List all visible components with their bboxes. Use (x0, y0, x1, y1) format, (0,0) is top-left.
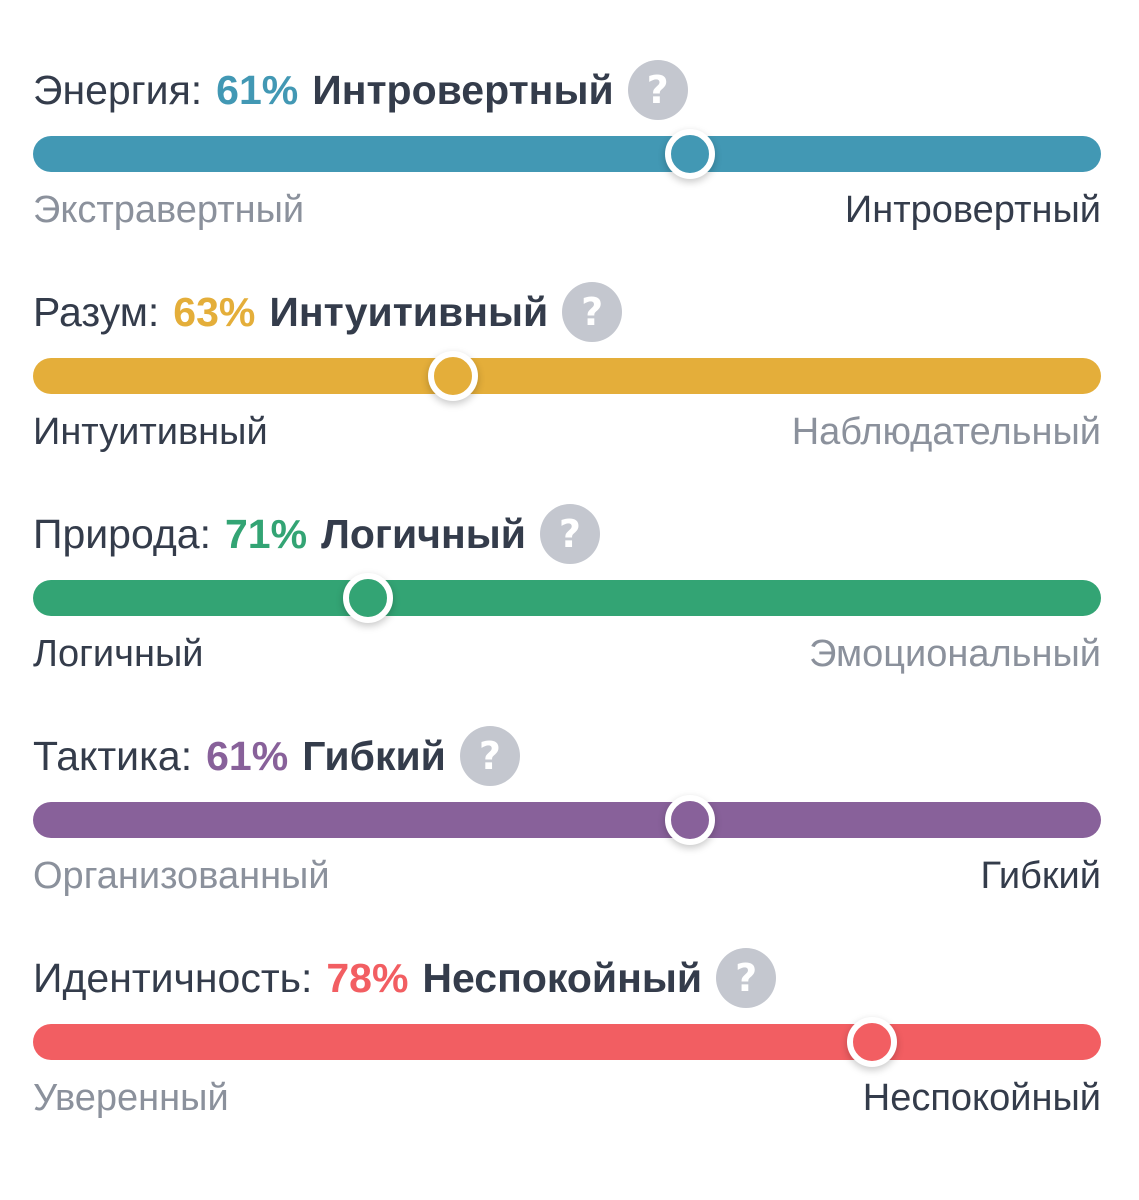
trait-name: Тактика: (33, 732, 193, 779)
trait-tactics: Тактика: 61% Гибкий ? Организованный Гиб… (33, 724, 1101, 946)
trait-bar (33, 795, 1101, 845)
right-pole-label: Наблюдательный (791, 411, 1101, 453)
trait-result: Интуитивный (269, 288, 549, 335)
trait-bar (33, 129, 1101, 179)
right-pole-label: Интровертный (844, 189, 1101, 231)
left-pole-label: Логичный (33, 633, 204, 675)
trait-bar (33, 573, 1101, 623)
trait-name: Природа: (33, 510, 211, 557)
trait-energy: Энергия: 61% Интровертный ? Экстравертны… (33, 58, 1101, 280)
trait-name: Разум: (33, 288, 160, 335)
question-mark-icon[interactable]: ? (627, 60, 688, 120)
trait-mind: Разум: 63% Интуитивный ? Интуитивный Наб… (33, 280, 1101, 502)
trait-percent: 63% (173, 288, 256, 335)
trait-percent: 71% (225, 510, 308, 557)
left-pole-label: Уверенный (33, 1077, 229, 1119)
trait-nature: Природа: 71% Логичный ? Логичный Эмоцион… (33, 502, 1101, 724)
trait-poles: Интуитивный Наблюдательный (33, 410, 1101, 454)
trait-percent: 61% (206, 732, 289, 779)
trait-header: Тактика: 61% Гибкий ? (33, 724, 1101, 788)
trait-poles: Организованный Гибкий (33, 854, 1101, 898)
left-pole-label: Экстравертный (33, 189, 305, 231)
right-pole-label: Неспокойный (862, 1077, 1101, 1119)
trait-bar (33, 351, 1101, 401)
left-pole-label: Организованный (33, 855, 330, 897)
trait-identity: Идентичность: 78% Неспокойный ? Уверенны… (33, 946, 1101, 1168)
trait-result: Интровертный (312, 66, 614, 113)
slider-handle[interactable] (343, 573, 394, 623)
personality-traits: Энергия: 61% Интровертный ? Экстравертны… (33, 58, 1101, 1168)
trait-header: Природа: 71% Логичный ? (33, 502, 1101, 566)
slider-handle[interactable] (664, 795, 715, 845)
trait-header: Энергия: 61% Интровертный ? (33, 58, 1101, 122)
question-mark-icon[interactable]: ? (716, 948, 777, 1008)
trait-percent: 61% (216, 66, 299, 113)
question-mark-icon[interactable]: ? (459, 726, 520, 786)
trait-percent: 78% (326, 954, 409, 1001)
question-mark-icon[interactable]: ? (562, 282, 623, 342)
right-pole-label: Гибкий (980, 855, 1101, 897)
trait-result: Логичный (321, 510, 526, 557)
right-pole-label: Эмоциональный (809, 633, 1101, 675)
left-pole-label: Интуитивный (33, 411, 268, 453)
trait-bar (33, 1017, 1101, 1067)
trait-poles: Уверенный Неспокойный (33, 1076, 1101, 1120)
trait-name: Идентичность: (33, 954, 313, 1001)
trait-poles: Логичный Эмоциональный (33, 632, 1101, 676)
trait-result: Гибкий (302, 732, 446, 779)
slider-handle[interactable] (427, 351, 478, 401)
trait-name: Энергия: (33, 66, 203, 113)
question-mark-icon[interactable]: ? (539, 504, 600, 564)
trait-header: Идентичность: 78% Неспокойный ? (33, 946, 1101, 1010)
slider-handle[interactable] (664, 129, 715, 179)
trait-poles: Экстравертный Интровертный (33, 188, 1101, 232)
slider-handle[interactable] (847, 1017, 898, 1067)
trait-result: Неспокойный (422, 954, 703, 1001)
trait-header: Разум: 63% Интуитивный ? (33, 280, 1101, 344)
